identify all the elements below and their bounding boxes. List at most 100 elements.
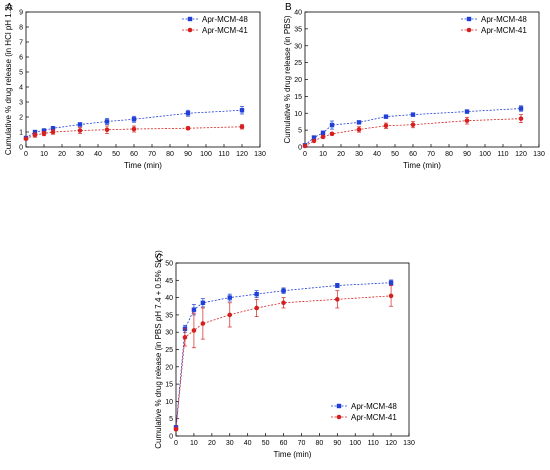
series-apr-mcm-48: [23, 106, 245, 141]
x-tick-label: 30: [76, 151, 84, 158]
data-point: [302, 143, 308, 149]
data-point: [239, 108, 245, 113]
x-tick-label: 50: [112, 151, 120, 158]
data-point: [227, 312, 233, 318]
legend-marker: [336, 414, 342, 420]
data-point: [200, 321, 206, 326]
data-point: [335, 283, 340, 288]
legend-marker: [336, 403, 342, 409]
data-point: [191, 307, 197, 312]
data-point: [281, 300, 286, 306]
x-tick-label: 110: [368, 440, 379, 447]
legend-label: Apr-MCM-48: [351, 402, 397, 411]
x-tick-label: 60: [130, 151, 138, 158]
legend-label: Apr-MCM-41: [202, 26, 248, 35]
legend-label: Apr-MCM-41: [351, 413, 397, 422]
data-point: [173, 426, 179, 432]
y-tick-label: 20: [165, 364, 173, 371]
x-tick-label: 130: [403, 440, 415, 447]
x-tick-label: 70: [148, 151, 156, 158]
y-tick-label: 4: [19, 85, 23, 92]
x-tick-label: 40: [94, 151, 102, 158]
x-tick-label: 70: [427, 151, 435, 158]
x-axis-title: Time (min): [274, 450, 312, 459]
y-tick-label: 0: [298, 145, 302, 152]
series-line: [175, 295, 392, 430]
y-tick-label: 45: [165, 278, 173, 285]
y-tick-label: 25: [294, 60, 302, 67]
legend-marker: [466, 27, 472, 33]
data-point: [32, 129, 38, 135]
y-tick-label: 50: [165, 261, 173, 268]
x-tick-label: 80: [445, 151, 453, 158]
data-point: [50, 126, 56, 131]
data-point: [239, 124, 245, 130]
x-axis-title: Time (min): [403, 161, 441, 170]
y-tick-label: 30: [294, 43, 302, 50]
y-axis-title: Cumulative % drug release (in PBS): [283, 15, 292, 143]
data-point: [518, 116, 524, 121]
chart-panel-a: A 0 10 20 30 40 50 60 70 80 90 100 110 120 130 0 1 2 3 4 5 6 7…: [4, 2, 266, 170]
data-point: [320, 134, 326, 140]
legend-label: Apr-MCM-48: [481, 15, 527, 24]
panel-letter: A: [6, 2, 13, 13]
x-tick-label: 120: [515, 151, 527, 158]
series-apr-mcm-41: [23, 124, 245, 142]
data-point: [464, 118, 470, 123]
y-tick-label: 9: [19, 10, 23, 17]
x-tick-label: 10: [40, 151, 48, 158]
x-tick-label: 50: [391, 151, 399, 158]
data-point: [191, 328, 197, 333]
data-point: [518, 106, 524, 111]
x-tick-label: 60: [409, 151, 417, 158]
y-tick-label: 2: [19, 115, 23, 122]
series-apr-mcm-48: [302, 105, 524, 148]
x-tick-label: 30: [226, 440, 234, 447]
y-tick-label: 35: [165, 312, 173, 319]
data-point: [131, 126, 137, 132]
data-point: [104, 119, 110, 124]
y-axis-title: Cumulative % drug release (in PBS pH 7.4…: [154, 250, 163, 449]
data-point: [329, 122, 335, 128]
x-tick-label: 40: [244, 440, 252, 447]
y-tick-label: 40: [165, 295, 173, 302]
y-tick-label: 10: [294, 111, 302, 118]
x-tick-label: 90: [463, 151, 471, 158]
x-tick-label: 10: [190, 440, 198, 447]
x-tick-label: 70: [298, 440, 306, 447]
y-tick-label: 3: [19, 100, 23, 107]
data-point: [41, 128, 47, 133]
x-tick-label: 90: [184, 151, 192, 158]
x-tick-label: 0: [303, 151, 307, 158]
x-tick-label: 130: [533, 151, 545, 158]
series-line: [25, 126, 243, 140]
chart-panel-b: B 0 10 20 30 40 50 60 70 80 90 100 110 120 130 0 5 10 15 20…: [283, 2, 545, 170]
x-tick-label: 60: [280, 440, 288, 447]
data-point: [131, 117, 137, 122]
y-tick-label: 10: [165, 399, 173, 406]
series-apr-mcm-41: [173, 285, 394, 432]
data-point: [281, 288, 286, 293]
x-tick-label: 30: [355, 151, 363, 158]
x-tick-label: 100: [349, 440, 361, 447]
data-point: [254, 305, 259, 311]
x-tick-label: 80: [166, 151, 174, 158]
y-tick-label: 30: [165, 330, 173, 337]
y-tick-label: 8: [19, 25, 23, 32]
legend: Apr-MCM-48 Apr-MCM-41: [331, 402, 397, 422]
y-tick-label: 25: [165, 347, 173, 354]
x-tick-label: 110: [497, 151, 508, 158]
legend-label: Apr-MCM-48: [202, 15, 248, 24]
chart-panel-c: C 0 10 20 30 40 50 60 70 80 90 100 110 120 130 0 5 10 15 20…: [154, 250, 415, 459]
data-point: [182, 335, 188, 340]
data-point: [311, 138, 317, 144]
data-point: [464, 109, 470, 114]
legend-marker: [466, 16, 472, 22]
data-point: [388, 293, 394, 299]
y-axis-title: Cumulative % drug release (in HCl pH 1.2…: [4, 4, 13, 156]
x-tick-label: 100: [479, 151, 491, 158]
y-tick-label: 7: [19, 40, 23, 47]
x-tick-label: 50: [262, 440, 270, 447]
x-tick-label: 80: [315, 440, 323, 447]
